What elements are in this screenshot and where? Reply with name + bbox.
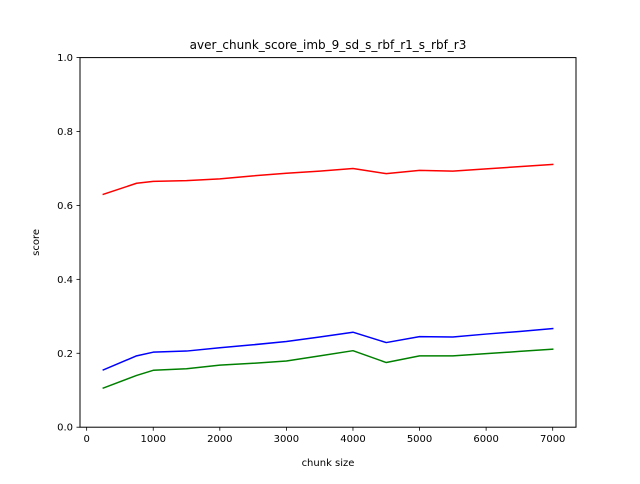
y-tick-label: 1.0 xyxy=(57,53,73,64)
y-axis-label: score xyxy=(31,229,42,256)
x-tick-label: 3000 xyxy=(274,434,299,445)
y-tick-label: 0.2 xyxy=(57,349,73,360)
series-line-2 xyxy=(102,327,554,371)
chart-title: aver_chunk_score_imb_9_sd_s_rbf_r1_s_rbf… xyxy=(190,38,467,52)
x-tick-label: 4000 xyxy=(340,434,365,445)
x-tick-label: 2000 xyxy=(207,434,232,445)
x-tick-label: 0 xyxy=(83,434,89,445)
series-layer xyxy=(102,163,554,389)
series-line-1 xyxy=(102,163,554,196)
x-axis-label: chunk size xyxy=(302,458,355,469)
y-axis-ticks: 0.0 0.2 0.4 0.6 0.8 1.0 xyxy=(57,53,80,434)
y-tick-label: 0.6 xyxy=(57,201,73,212)
y-tick-label: 0.0 xyxy=(57,423,73,434)
x-axis-ticks: 0 1000 2000 3000 4000 5000 6000 7000 xyxy=(83,427,565,445)
x-tick-label: 1000 xyxy=(141,434,166,445)
x-tick-label: 5000 xyxy=(407,434,432,445)
x-tick-label: 7000 xyxy=(540,434,565,445)
x-tick-label: 6000 xyxy=(473,434,498,445)
axes-frame xyxy=(79,57,577,428)
series-line-3 xyxy=(102,348,554,389)
y-tick-label: 0.8 xyxy=(57,127,73,138)
y-tick-label: 0.4 xyxy=(57,275,73,286)
